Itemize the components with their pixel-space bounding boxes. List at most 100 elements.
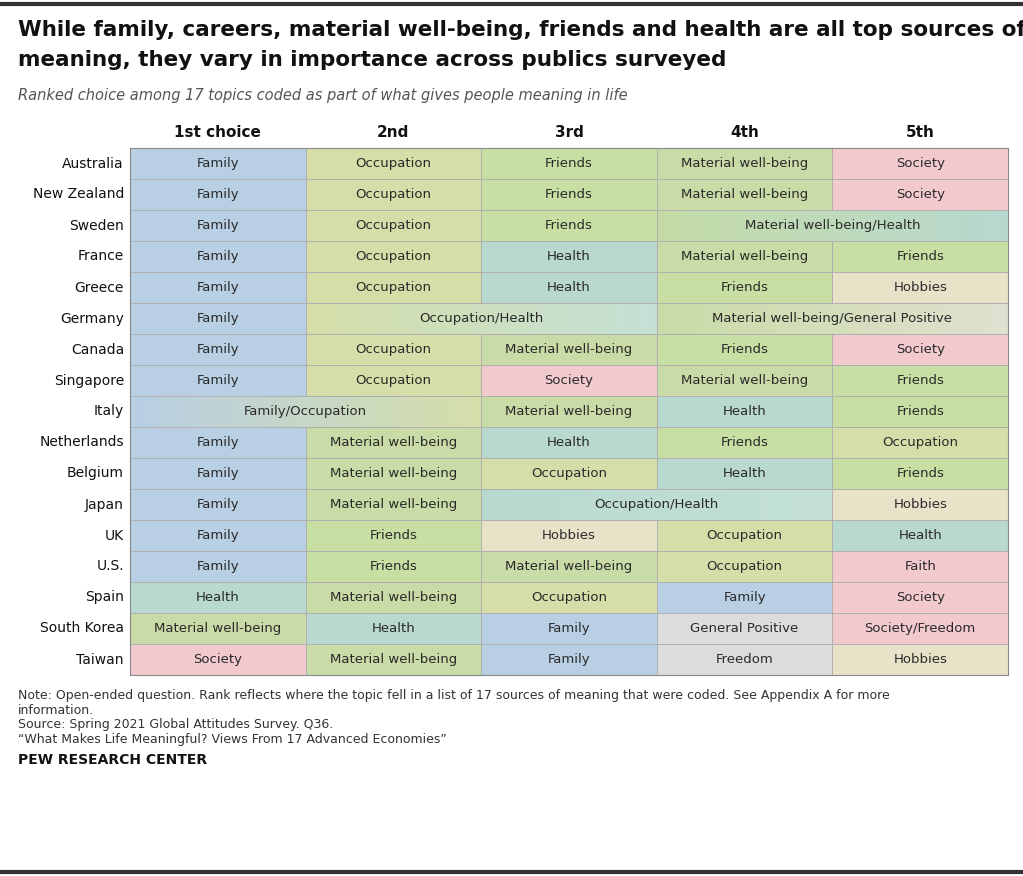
Bar [651,489,658,520]
Text: Family: Family [196,436,239,449]
Bar [657,241,833,272]
Bar [265,396,271,427]
Bar [306,520,481,551]
Bar [394,303,400,334]
Bar [657,365,833,396]
Bar [399,396,405,427]
Bar [715,303,721,334]
Bar [435,303,441,334]
Text: Belgium: Belgium [66,467,124,481]
Bar [306,613,481,644]
Bar [241,396,248,427]
Bar [704,210,710,241]
Bar [833,272,1008,303]
Bar [457,396,464,427]
Bar [481,396,657,427]
Text: Health: Health [547,436,591,449]
Bar [551,489,558,520]
Bar [358,303,364,334]
Bar [481,148,657,179]
Text: New Zealand: New Zealand [33,187,124,201]
Bar [411,396,417,427]
Bar [130,179,306,210]
Bar [762,303,768,334]
Text: Source: Spring 2021 Global Attitudes Survey. Q36.: Source: Spring 2021 Global Attitudes Sur… [18,718,333,731]
Text: meaning, they vary in importance across publics surveyed: meaning, they vary in importance across … [18,50,726,70]
Text: Society: Society [544,374,593,387]
Bar [967,210,973,241]
Bar [130,551,306,582]
Bar [762,210,768,241]
Bar [721,303,727,334]
Bar [657,210,1008,241]
Bar [668,210,675,241]
Text: Material well-being: Material well-being [505,560,632,573]
Bar [815,210,821,241]
Bar [429,396,435,427]
Bar [715,489,721,520]
Bar [306,179,481,210]
Bar [657,427,833,458]
Bar [833,613,1008,644]
Bar [780,210,786,241]
Bar [803,489,809,520]
Bar [657,334,833,365]
Bar [194,396,201,427]
Bar [792,489,798,520]
Bar [317,396,323,427]
Bar [792,210,798,241]
Bar [306,272,481,303]
Bar [517,489,523,520]
Bar [551,303,558,334]
Bar [201,396,207,427]
Bar [1003,210,1009,241]
Bar [657,613,833,644]
Text: Material well-being: Material well-being [329,498,457,511]
Bar [856,210,862,241]
Bar [732,210,740,241]
Bar [745,489,751,520]
Bar [809,303,815,334]
Bar [341,303,347,334]
Bar [962,303,968,334]
Bar [545,489,552,520]
Text: Germany: Germany [60,312,124,326]
Bar [680,210,686,241]
Bar [833,241,1008,272]
Text: Occupation: Occupation [707,560,783,573]
Bar [833,613,1008,644]
Bar [153,396,160,427]
Bar [306,210,481,241]
Bar [306,489,481,520]
Text: Material well-being: Material well-being [329,653,457,666]
Bar [921,210,927,241]
Bar [481,365,657,396]
Text: Family/Occupation: Family/Occupation [244,405,367,418]
Bar [440,303,447,334]
Bar [142,396,148,427]
Text: Material well-being: Material well-being [154,622,281,635]
Bar [809,489,815,520]
Bar [130,272,306,303]
Bar [984,303,991,334]
Text: Family: Family [196,281,239,294]
Bar [347,396,353,427]
Bar [481,241,657,272]
Text: Hobbies: Hobbies [893,653,947,666]
Bar [674,303,680,334]
Bar [833,458,1008,489]
Bar [569,303,575,334]
Bar [721,489,727,520]
Bar [820,489,827,520]
Text: “What Makes Life Meaningful? Views From 17 Advanced Economies”: “What Makes Life Meaningful? Views From … [18,732,447,745]
Bar [996,303,1003,334]
Bar [481,489,833,520]
Bar [861,303,869,334]
Bar [657,210,663,241]
Bar [692,489,699,520]
Text: Hobbies: Hobbies [542,529,596,542]
Bar [915,210,921,241]
Bar [786,303,792,334]
Text: Health: Health [196,591,239,604]
Text: Sweden: Sweden [70,218,124,232]
